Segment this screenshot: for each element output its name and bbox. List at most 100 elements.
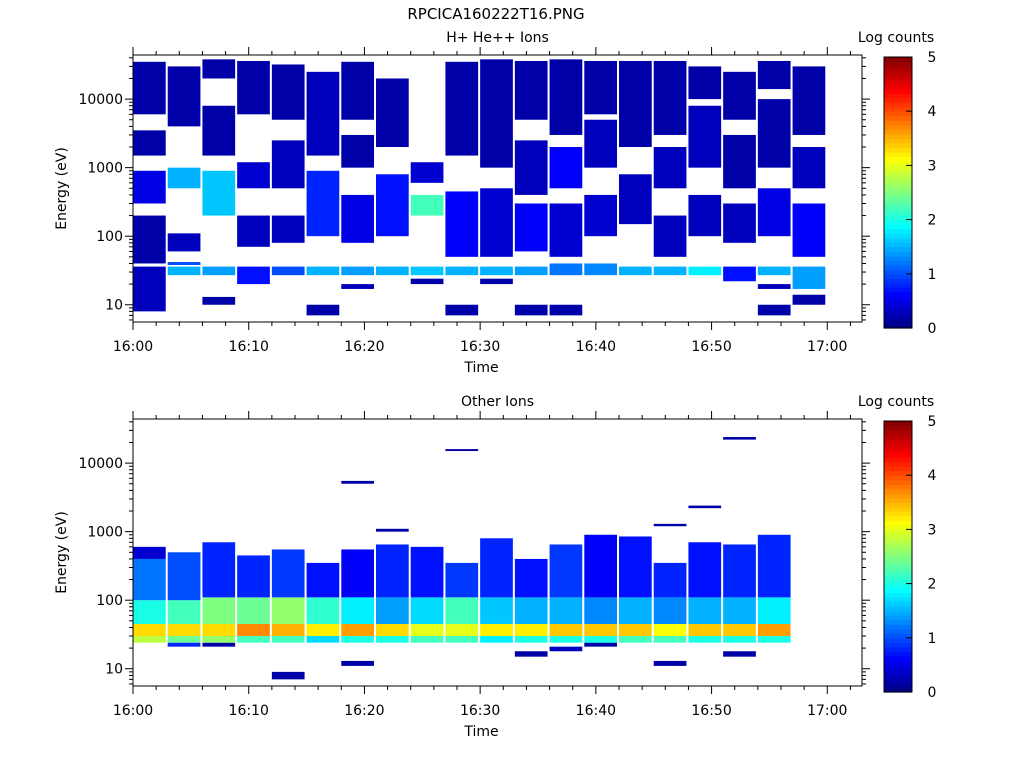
heatmap-cell <box>653 60 687 135</box>
heatmap-cell <box>514 651 548 657</box>
heatmap-cell <box>619 60 652 148</box>
heatmap-cell <box>723 597 756 624</box>
x-tick-label: 16:20 <box>344 703 384 719</box>
colorbar-swatch <box>884 246 912 252</box>
heatmap-cell <box>167 233 201 252</box>
colorbar-swatch <box>884 106 912 112</box>
heatmap-cell <box>202 597 236 624</box>
x-tick-label: 16:30 <box>460 703 500 719</box>
colorbar-frame <box>883 420 913 693</box>
heatmap-cell <box>376 636 409 643</box>
colorbar-swatch <box>884 296 912 302</box>
heatmap-cell <box>619 597 652 624</box>
heatmap-cell <box>723 203 756 243</box>
heatmap-cell <box>341 597 374 624</box>
x-tick-label: 16:10 <box>229 703 269 719</box>
colorbar-tick-label: 1 <box>928 267 937 283</box>
colorbar-swatch <box>884 610 912 616</box>
heatmap-cell <box>653 562 687 598</box>
heatmap-cell <box>167 262 201 265</box>
heatmap-cell <box>757 99 791 168</box>
heatmap-cell <box>202 170 236 216</box>
heatmap-cell <box>480 623 513 637</box>
heatmap-cell <box>480 597 513 624</box>
heatmap-cell <box>757 636 791 643</box>
heatmap-cell <box>341 284 374 289</box>
x-tick-label: 17:00 <box>807 339 847 355</box>
colorbar-swatch <box>884 425 912 431</box>
colorbar-swatch <box>884 628 912 634</box>
colorbar-swatch <box>884 57 912 63</box>
colorbar-swatch <box>884 588 912 594</box>
colorbar-swatch <box>884 138 912 144</box>
heatmap-cell <box>410 278 444 285</box>
colorbar-swatch <box>884 88 912 94</box>
heatmap-cell <box>653 623 687 637</box>
heatmap-cell <box>723 71 756 120</box>
heatmap-cell <box>376 597 409 624</box>
heatmap-cell <box>306 623 340 637</box>
colorbar-swatch <box>884 619 912 625</box>
heatmap-cell <box>757 266 791 276</box>
heatmap-cell <box>133 266 166 312</box>
heatmap-cell <box>723 266 756 282</box>
x-tick-label: 17:00 <box>807 703 847 719</box>
colorbar-swatch <box>884 314 912 320</box>
colorbar-swatch <box>884 305 912 311</box>
colorbar-swatch <box>884 242 912 248</box>
heatmap-cells <box>133 59 826 316</box>
heatmap-cell <box>271 549 305 598</box>
colorbar-swatch <box>884 255 912 261</box>
heatmap-cell <box>514 140 548 195</box>
heatmap-cell <box>653 147 687 189</box>
heatmap-cell <box>271 64 305 120</box>
colorbar-swatch <box>884 147 912 153</box>
colorbar-swatch <box>884 538 912 544</box>
colorbar-swatch <box>884 651 912 657</box>
heatmap-cell <box>549 59 583 135</box>
heatmap-cell <box>445 449 479 452</box>
x-axis: 16:00 16:10 16:20 16:30 16:40 16:50 17:00 <box>113 47 851 355</box>
heatmap-cell <box>549 203 583 257</box>
colorbar-tick-label: 4 <box>928 468 937 484</box>
colorbar-swatch <box>884 669 912 675</box>
heatmap-cell <box>133 623 166 637</box>
heatmap-cell <box>271 140 305 189</box>
heatmap-cell <box>549 147 583 189</box>
heatmap-cell <box>410 162 444 183</box>
heatmap-cell <box>757 60 791 90</box>
heatmap-cell <box>133 558 166 601</box>
colorbar-tick-label: 1 <box>928 631 937 647</box>
heatmap-cell <box>688 597 722 624</box>
colorbar-swatch <box>884 597 912 603</box>
colorbar-swatch <box>884 228 912 234</box>
heatmap-cell <box>514 623 548 637</box>
heatmap-cell <box>202 266 236 276</box>
heatmap-cell <box>133 130 166 156</box>
colorbar-swatch <box>884 493 912 499</box>
heatmap-cell <box>237 636 270 643</box>
heatmap-cell <box>202 623 236 637</box>
colorbar-swatch <box>884 421 912 427</box>
colorbar-swatch <box>884 291 912 297</box>
colorbar-swatch <box>884 115 912 121</box>
heatmap-cell <box>723 651 756 657</box>
colorbar-swatch <box>884 237 912 243</box>
x-axis-label: Time <box>463 724 498 740</box>
y-tick-label: 10000 <box>78 456 123 472</box>
colorbar-swatch <box>884 687 912 693</box>
heatmap-cell <box>306 71 340 156</box>
heatmap-cell <box>341 636 374 643</box>
colorbar-swatch <box>884 633 912 639</box>
heatmap-cell <box>445 597 479 624</box>
colorbar-swatch <box>884 129 912 135</box>
colorbar-swatch <box>884 323 912 329</box>
colorbar-swatch <box>884 497 912 503</box>
colorbar-swatch <box>884 475 912 481</box>
colorbar-swatch <box>884 642 912 648</box>
colorbar-swatch <box>884 479 912 485</box>
y-tick-label: 100 <box>96 229 123 245</box>
colorbar-swatch <box>884 561 912 567</box>
heatmap-cell <box>410 266 444 276</box>
